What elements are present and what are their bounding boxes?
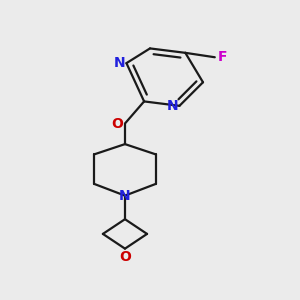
Text: O: O xyxy=(112,116,124,130)
Text: F: F xyxy=(218,50,227,64)
Text: N: N xyxy=(119,189,131,202)
Text: O: O xyxy=(119,250,131,264)
Text: N: N xyxy=(113,56,125,70)
Text: N: N xyxy=(166,99,178,113)
